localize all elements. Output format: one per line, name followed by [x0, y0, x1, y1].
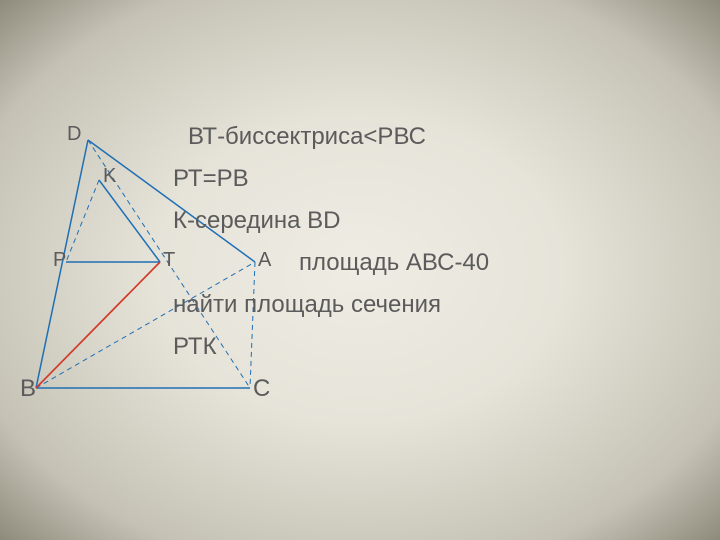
label-A: A [258, 249, 271, 272]
problem-line-5: найти площадь сечения [173, 291, 441, 319]
label-B: В [20, 375, 36, 403]
problem-line-2: РТ=РВ [173, 165, 249, 193]
label-P: P [53, 249, 66, 272]
label-T: T [163, 249, 175, 272]
label-K: K [103, 165, 116, 188]
problem-line-6: РТК [173, 333, 217, 361]
problem-line-3: К-середина ВD [173, 207, 341, 235]
problem-line-1: ВТ-биссектриса<РВС [188, 123, 426, 151]
label-D: D [67, 123, 81, 146]
label-C: С [253, 375, 270, 403]
problem-line-4: площадь АВС-40 [299, 249, 489, 277]
